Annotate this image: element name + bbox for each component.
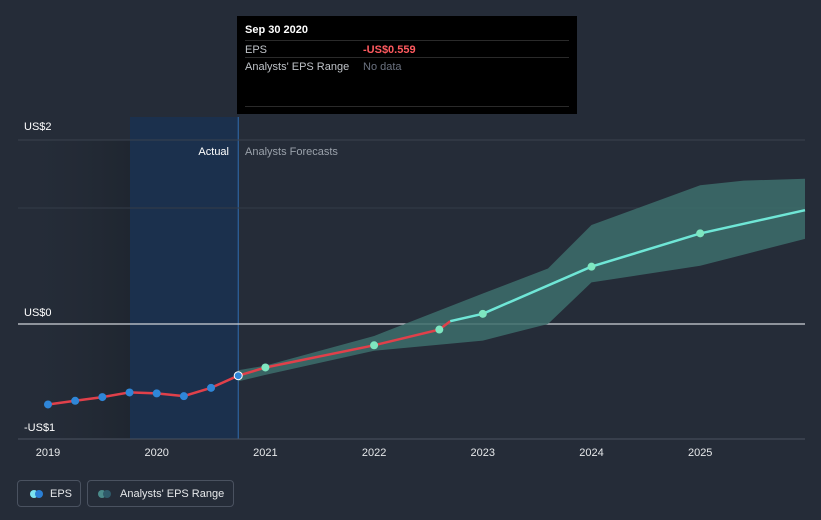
y-tick-label: US$2 [24,121,52,133]
x-tick-label: 2019 [36,447,60,459]
legend-label: EPS [50,488,73,500]
tooltip-divider [245,106,569,107]
tooltip-value: No data [363,61,402,73]
x-tick-labels: 2019 2020 2021 2022 2023 2024 2025 [36,447,713,459]
legend-dot-icon [103,490,111,498]
legend-dot-icon [98,490,106,498]
eps-forecast-point [435,325,444,334]
tooltip-key: EPS [245,44,268,56]
eps-range-band [238,178,805,382]
section-label-forecast: Analysts Forecasts [245,146,338,158]
x-tick-label: 2020 [144,447,168,459]
y-tick-label: -US$1 [24,422,55,434]
eps-actual-point [233,371,243,381]
legend-label: Analysts' EPS Range [120,488,225,500]
x-tick-label: 2023 [471,447,495,459]
tooltip-row-eps: EPS -US$0.559 [245,40,569,58]
y-tick-labels: US$2 US$0 -US$1 [24,121,55,434]
eps-forecast-point [696,229,705,238]
legend-item-eps-range[interactable]: Analysts' EPS Range [87,480,234,507]
eps-actual-point [179,392,188,401]
tooltip-value: -US$0.559 [363,44,416,56]
tooltip: Sep 30 2020 EPS -US$0.559 Analysts' EPS … [237,16,577,114]
eps-forecast-point [478,309,487,318]
section-label-actual: Actual [198,146,229,158]
eps-forecast-point [261,363,270,372]
past-shade [18,140,130,439]
x-tick-label: 2021 [253,447,277,459]
tooltip-key: Analysts' EPS Range [245,61,350,73]
actual-period-highlight [130,117,239,439]
eps-actual-point [125,388,134,397]
legend-dot-icon [35,490,43,498]
tooltip-row-range: Analysts' EPS Range No data [245,57,569,75]
eps-actual-point [207,383,216,392]
eps-points [44,229,705,409]
eps-actual-point [98,393,107,402]
eps-actual-point [44,400,52,409]
tooltip-date: Sep 30 2020 [245,24,308,36]
eps-actual-point [152,389,161,398]
legend-item-eps[interactable]: EPS [17,480,81,507]
eps-range-area [238,178,805,382]
eps-forecast-point [370,341,379,350]
y-tick-label: US$0 [24,307,52,319]
eps-actual-line [47,374,239,406]
eps-forecast-point [587,262,596,271]
x-tick-label: 2025 [688,447,712,459]
x-tick-label: 2024 [579,447,603,459]
legend-dot-icon [30,490,38,498]
eps-actual-point [71,396,80,405]
x-tick-label: 2022 [362,447,386,459]
